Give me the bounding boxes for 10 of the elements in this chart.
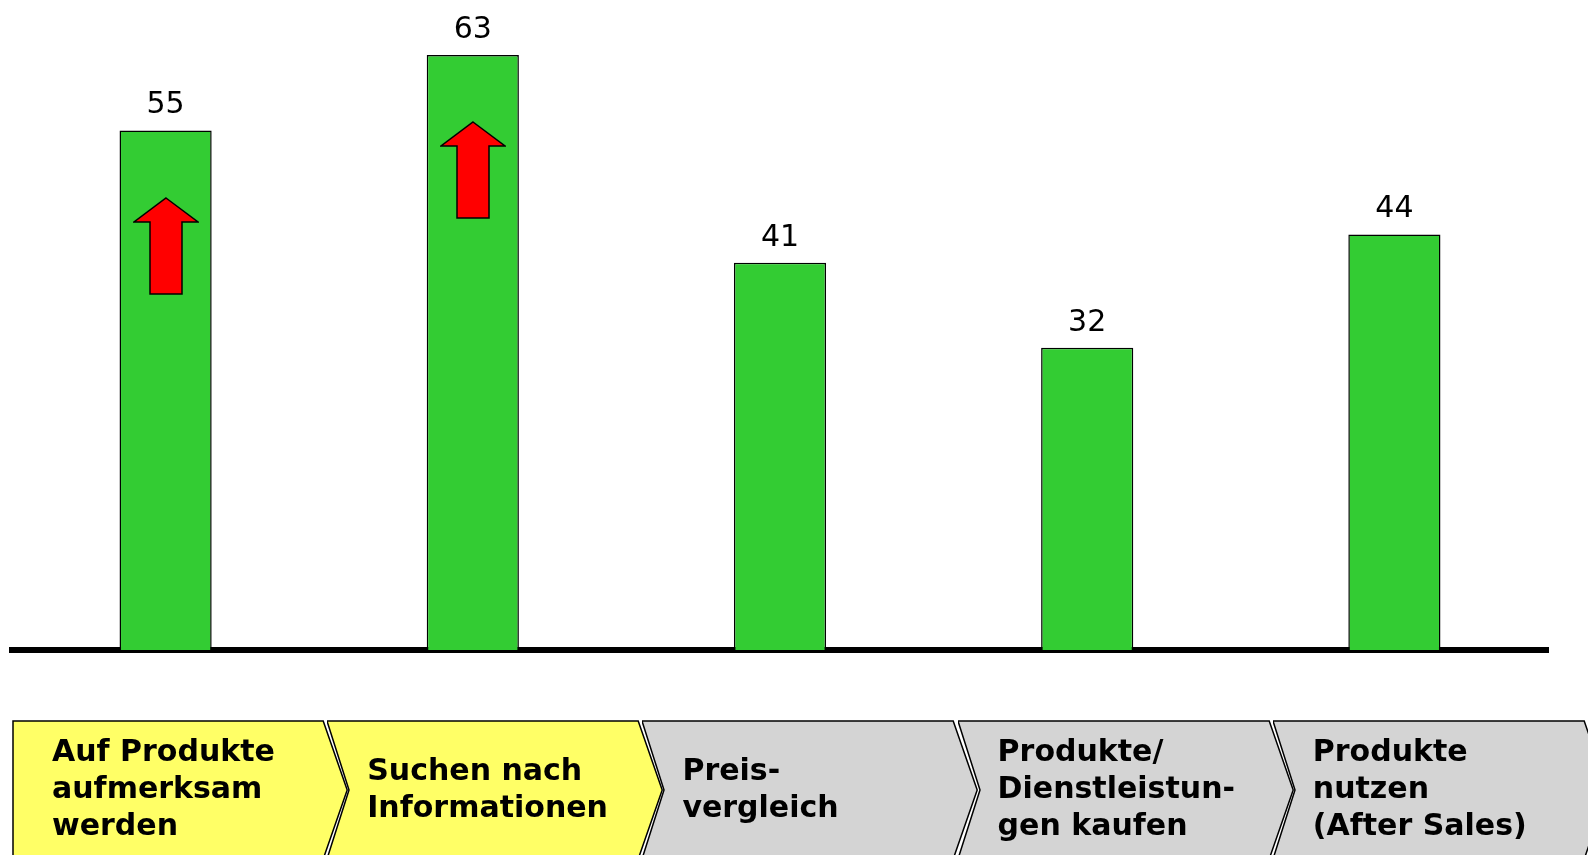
data-label: 44 (1375, 189, 1414, 225)
x-tick-label: Produkte/ Dienstleistun- gen kaufen (997, 732, 1236, 844)
data-label: 63 (453, 9, 492, 45)
x-tick-label: Produkte nutzen (After Sales) (1312, 732, 1528, 844)
x-tick-label: Auf Produkte aufmerksam werden (52, 732, 276, 844)
x-tick-label: Suchen nach Informationen (367, 750, 609, 826)
x-tick-label: Preis- vergleich (682, 750, 840, 826)
data-label: 32 (1068, 302, 1107, 338)
data-label: 55 (146, 85, 185, 121)
data-label: 41 (760, 217, 800, 253)
